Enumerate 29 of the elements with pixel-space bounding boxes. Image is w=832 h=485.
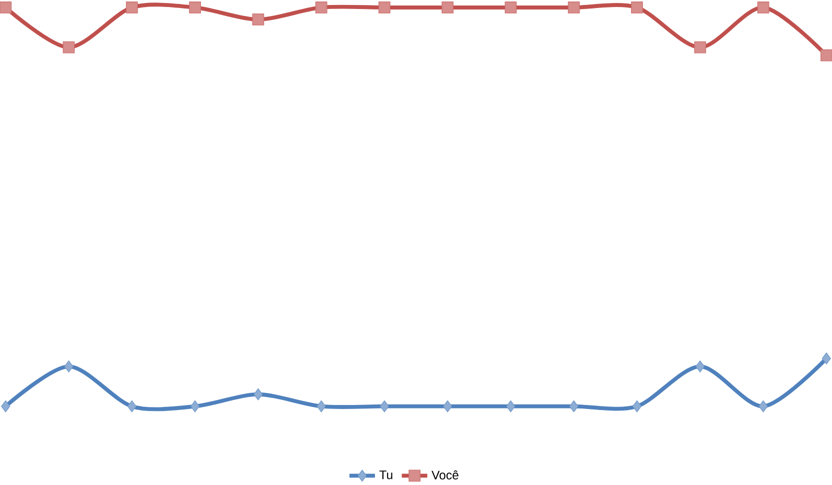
point bbox=[1, 400, 10, 412]
point bbox=[443, 400, 452, 412]
point bbox=[62, 41, 75, 54]
point bbox=[189, 1, 201, 14]
point bbox=[694, 41, 706, 54]
point bbox=[757, 1, 770, 14]
point bbox=[569, 400, 578, 412]
point bbox=[315, 1, 328, 14]
point bbox=[64, 360, 74, 372]
point bbox=[378, 1, 390, 14]
point bbox=[254, 388, 263, 400]
legend-label: Tu bbox=[379, 470, 392, 479]
point bbox=[504, 1, 517, 14]
point bbox=[822, 352, 831, 364]
point bbox=[0, 1, 12, 14]
point bbox=[190, 400, 200, 412]
point bbox=[127, 400, 136, 412]
point bbox=[631, 1, 643, 14]
point bbox=[568, 1, 580, 14]
point bbox=[380, 400, 389, 412]
point bbox=[126, 1, 138, 14]
point bbox=[252, 13, 264, 26]
point bbox=[316, 400, 326, 412]
point bbox=[632, 400, 642, 412]
point bbox=[696, 360, 705, 372]
legend-label: Você bbox=[432, 470, 458, 480]
point bbox=[506, 400, 516, 412]
point bbox=[442, 1, 454, 14]
point bbox=[758, 400, 768, 412]
